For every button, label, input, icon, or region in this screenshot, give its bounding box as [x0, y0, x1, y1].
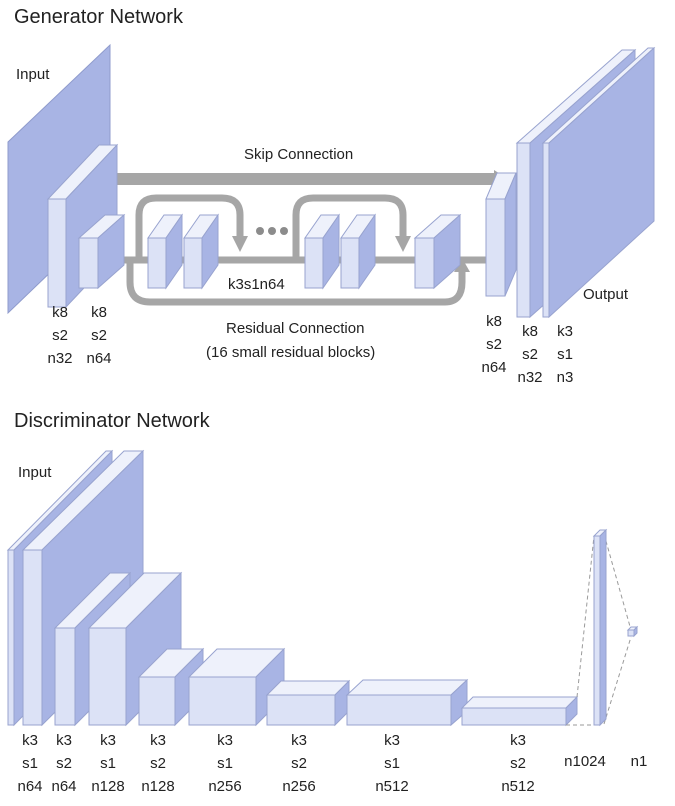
- residual-block-label: k3s1n64: [228, 276, 285, 293]
- residual-block-2a: [304, 213, 340, 290]
- fc-projection-lines: [566, 533, 632, 726]
- discriminator-layer-config-3: k3 s1 n128: [91, 732, 124, 795]
- discriminator-layer-config-7: k3 s1 n512: [375, 732, 408, 795]
- svg-text:n64: n64: [86, 350, 111, 367]
- residual-blocks-note: (16 small residual blocks): [206, 344, 375, 361]
- svg-text:k8: k8: [91, 304, 107, 321]
- svg-text:n64: n64: [17, 778, 42, 795]
- svg-text:s2: s2: [56, 755, 72, 772]
- svg-text:n3: n3: [557, 369, 574, 386]
- svg-text:s2: s2: [291, 755, 307, 772]
- fc-layer-n1024: [592, 528, 608, 727]
- generator-input-label: Input: [16, 66, 50, 83]
- svg-text:n32: n32: [517, 369, 542, 386]
- residual-block-post: [413, 213, 462, 290]
- svg-text:s1: s1: [557, 346, 573, 363]
- residual-block-2b: [340, 213, 376, 290]
- svg-text:n128: n128: [141, 778, 174, 795]
- discriminator-title: Discriminator Network: [14, 410, 211, 432]
- svg-text:k3: k3: [22, 732, 38, 749]
- generator-layer-config-1: k8 s2 n32: [47, 304, 72, 367]
- fc-label-n1024: n1024: [564, 753, 606, 770]
- svg-text:n32: n32: [47, 350, 72, 367]
- discriminator-layer-config-4: k3 s2 n128: [141, 732, 174, 795]
- svg-text:s2: s2: [91, 327, 107, 344]
- svg-text:s1: s1: [100, 755, 116, 772]
- svg-text:k3: k3: [100, 732, 116, 749]
- ellipsis-dots: [256, 227, 288, 235]
- fc-label-n1: n1: [631, 753, 648, 770]
- discriminator-conv-6: [265, 679, 351, 727]
- block-skip-arrowhead-2: [395, 236, 411, 252]
- generator-title: Generator Network: [14, 6, 184, 28]
- svg-text:n128: n128: [91, 778, 124, 795]
- svg-text:s2: s2: [52, 327, 68, 344]
- svg-text:n512: n512: [501, 778, 534, 795]
- residual-block-1b: [183, 213, 219, 290]
- svg-text:n256: n256: [282, 778, 315, 795]
- generator-output-label: Output: [583, 286, 629, 303]
- svg-text:k3: k3: [150, 732, 166, 749]
- residual-connection-label: Residual Connection: [226, 320, 364, 337]
- generator-layer-config-5: k3 s1 n3: [557, 323, 574, 386]
- block-skip-loop-2: [292, 194, 407, 260]
- discriminator-layer-config-2: k3 s2 n64: [51, 732, 76, 795]
- svg-text:s1: s1: [22, 755, 38, 772]
- block-skip-arrowhead-1: [232, 236, 248, 252]
- residual-arrowhead: [454, 258, 470, 272]
- svg-text:k3: k3: [291, 732, 307, 749]
- skip-connection-label: Skip Connection: [244, 146, 353, 163]
- svg-text:k3: k3: [557, 323, 573, 340]
- svg-text:k3: k3: [510, 732, 526, 749]
- discriminator-layer-config-1: k3 s1 n64: [17, 732, 42, 795]
- discriminator-layer-config-6: k3 s2 n256: [282, 732, 315, 795]
- discriminator-layer-config-8: k3 s2 n512: [501, 732, 534, 795]
- residual-block-1a: [147, 213, 183, 290]
- svg-text:k8: k8: [52, 304, 68, 321]
- generator-layer-config-2: k8 s2 n64: [86, 304, 111, 367]
- discriminator-conv-8: [460, 695, 579, 727]
- svg-text:n64: n64: [481, 359, 506, 376]
- svg-text:n512: n512: [375, 778, 408, 795]
- svg-text:s1: s1: [384, 755, 400, 772]
- generator-layer-config-4: k8 s2 n32: [517, 323, 542, 386]
- residual-connection-loop: [126, 262, 466, 306]
- svg-text:k3: k3: [384, 732, 400, 749]
- svg-text:k8: k8: [486, 313, 502, 330]
- generator-conv-2: [77, 213, 126, 290]
- svg-text:k8: k8: [522, 323, 538, 340]
- svg-text:s1: s1: [217, 755, 233, 772]
- block-skip-loop-1: [135, 194, 244, 260]
- discriminator-layer-config-5: k3 s1 n256: [208, 732, 241, 795]
- discriminator-conv-7: [345, 678, 469, 727]
- fc-layer-n1: [626, 625, 639, 638]
- svg-text:s2: s2: [150, 755, 166, 772]
- svg-text:n256: n256: [208, 778, 241, 795]
- svg-text:s2: s2: [486, 336, 502, 353]
- svg-text:s2: s2: [522, 346, 538, 363]
- discriminator-conv-5: [187, 647, 286, 727]
- svg-text:k3: k3: [217, 732, 233, 749]
- svg-text:s2: s2: [510, 755, 526, 772]
- generator-layer-config-3: k8 s2 n64: [481, 313, 506, 376]
- svg-text:k3: k3: [56, 732, 72, 749]
- svg-text:n64: n64: [51, 778, 76, 795]
- generator-output-plane: [541, 46, 656, 319]
- discriminator-input-label: Input: [18, 464, 52, 481]
- generator-deconv-1: [485, 172, 517, 297]
